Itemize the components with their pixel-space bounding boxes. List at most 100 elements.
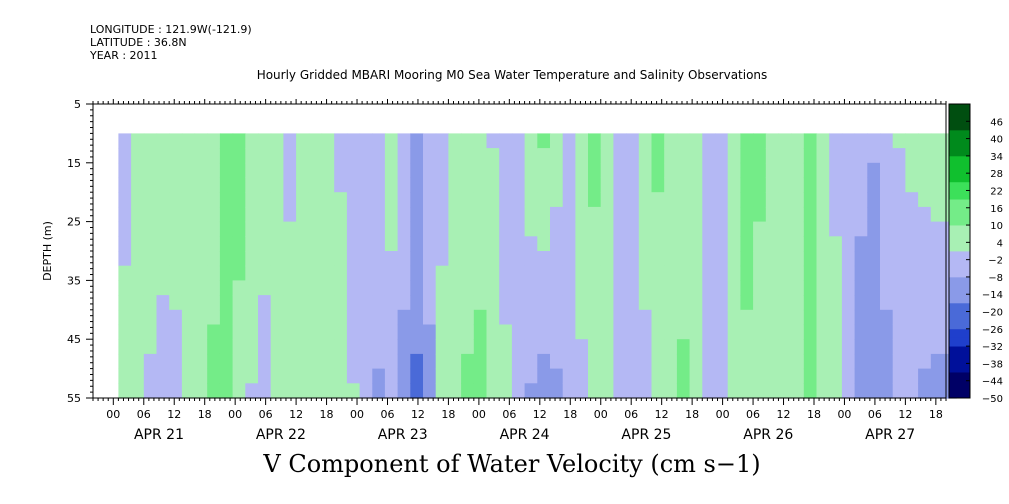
heatmap-cell: [791, 265, 805, 281]
heatmap-cell: [816, 324, 830, 340]
heatmap-cell: [702, 177, 716, 193]
x-tick-label: 18: [441, 408, 455, 421]
heatmap-cell: [283, 309, 297, 326]
heatmap-cell: [880, 192, 894, 208]
heatmap-cell: [854, 353, 868, 370]
heatmap-cell: [245, 221, 259, 237]
heatmap-cell: [841, 251, 856, 267]
heatmap-cell: [448, 265, 462, 281]
heatmap-cell: [270, 251, 284, 267]
heatmap-cell: [143, 236, 158, 252]
heatmap-cell: [905, 280, 919, 296]
heatmap-cell: [892, 177, 906, 193]
heatmap-cell: [702, 383, 716, 399]
heatmap-cell: [626, 236, 640, 252]
heatmap-cell: [473, 309, 488, 326]
heatmap-cell: [194, 192, 208, 208]
heatmap-cell: [918, 368, 932, 384]
heatmap-cell: [765, 251, 780, 267]
heatmap-cell: [499, 177, 513, 193]
heatmap-cell: [803, 236, 818, 252]
heatmap-cell: [143, 324, 158, 340]
heatmap-cell: [753, 162, 767, 179]
heatmap-cell: [207, 339, 221, 355]
heatmap-cell: [258, 309, 272, 326]
heatmap-cell: [321, 206, 335, 223]
heatmap-cell: [829, 221, 843, 237]
heatmap-cell: [626, 221, 640, 237]
heatmap-cell: [499, 339, 513, 355]
heatmap-cell: [372, 221, 386, 237]
heatmap-cell: [727, 206, 741, 223]
heatmap-cell: [689, 265, 703, 281]
heatmap-cell: [156, 206, 170, 223]
heatmap-cell: [562, 192, 576, 208]
heatmap-cell: [613, 251, 627, 267]
heatmap-cell: [131, 368, 145, 384]
heatmap-cell: [575, 206, 589, 223]
heatmap-cell: [740, 280, 754, 296]
heatmap-cell: [359, 368, 373, 384]
heatmap-cell: [575, 265, 589, 281]
heatmap-cell: [918, 133, 932, 149]
heatmap-cell: [626, 324, 640, 340]
heatmap-cell: [829, 177, 843, 193]
heatmap-cell: [258, 148, 272, 164]
heatmap-cell: [588, 383, 602, 399]
heatmap-cell: [588, 324, 602, 340]
heatmap-cell: [854, 309, 868, 326]
heatmap-cell: [131, 148, 145, 164]
heatmap-cell: [321, 133, 335, 149]
heatmap-cell: [829, 368, 843, 384]
heatmap-cell: [194, 236, 208, 252]
heatmap-cell: [283, 177, 297, 193]
heatmap-cell: [867, 383, 881, 399]
heatmap-cell: [664, 295, 678, 311]
heatmap-cell: [841, 383, 856, 399]
heatmap-cell: [334, 133, 348, 149]
heatmap-cell: [689, 221, 703, 237]
heatmap-cell: [727, 251, 741, 267]
heatmap-cell: [334, 148, 348, 164]
heatmap-cell: [308, 133, 323, 149]
heatmap-cell: [372, 133, 386, 149]
heatmap-cell: [740, 324, 754, 340]
heatmap-cell: [321, 295, 335, 311]
heatmap-cell: [308, 368, 323, 384]
y-tick-label: 5: [74, 98, 81, 111]
heatmap-cell: [892, 295, 906, 311]
heatmap-cell: [258, 251, 272, 267]
heatmap-cell: [397, 265, 411, 281]
heatmap-cell: [435, 162, 449, 179]
heatmap-cell: [283, 383, 297, 399]
heatmap-cell: [803, 177, 818, 193]
heatmap-cell: [664, 280, 678, 296]
heatmap-cell: [499, 133, 513, 149]
heatmap-cell: [486, 133, 500, 149]
heatmap-cell: [359, 383, 373, 399]
heatmap-cell: [143, 133, 158, 149]
heatmap-cell: [803, 280, 818, 296]
heatmap-cell: [524, 280, 538, 296]
heatmap-cell: [829, 133, 843, 149]
heatmap-cell: [613, 309, 627, 326]
heatmap-cell: [638, 368, 653, 384]
heatmap-cell: [664, 353, 678, 370]
heatmap-cell: [626, 368, 640, 384]
heatmap-cell: [321, 353, 335, 370]
heatmap-cell: [258, 133, 272, 149]
heatmap-cell: [410, 353, 424, 370]
heatmap-cell: [131, 221, 145, 237]
heatmap-cell: [689, 368, 703, 384]
heatmap-cell: [689, 192, 703, 208]
heatmap-cell: [232, 280, 246, 296]
colorbar-swatch: [949, 380, 970, 390]
heatmap-cell: [473, 324, 488, 340]
heatmap-cell: [384, 339, 399, 355]
heatmap-cell: [550, 206, 564, 223]
heatmap-cell: [143, 206, 158, 223]
heatmap-cell: [562, 162, 576, 179]
year-label: YEAR : 2011: [90, 49, 158, 62]
heatmap-cell: [715, 221, 729, 237]
heatmap-cell: [854, 177, 868, 193]
